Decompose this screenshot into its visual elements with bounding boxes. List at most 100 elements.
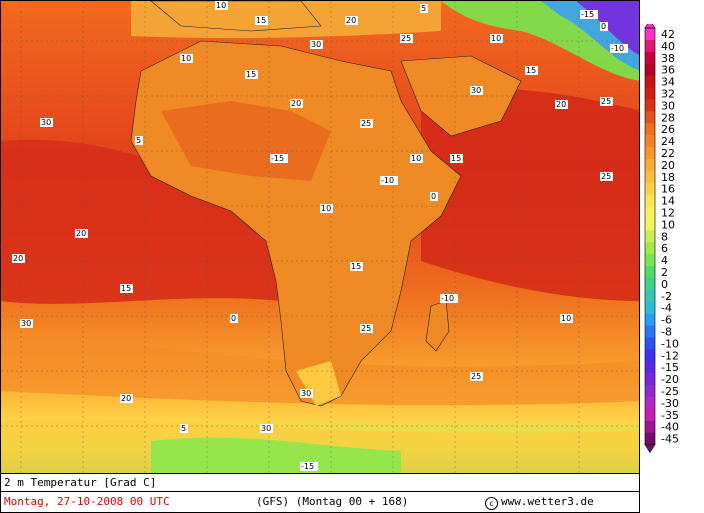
svg-text:30: 30 [311, 40, 321, 49]
isotherm-label: 20 [345, 16, 358, 25]
scale-tick-label: -40 [661, 421, 679, 434]
isotherm-label: 30 [470, 86, 483, 95]
isotherm-label: 30 [300, 389, 313, 398]
isotherm-label: 15 [450, 154, 463, 163]
scale-tick-label: -35 [661, 409, 679, 422]
isotherm-label: 25 [360, 324, 373, 333]
scale-swatch [645, 28, 655, 41]
isotherm-label: 20 [75, 229, 88, 238]
svg-text:10: 10 [561, 314, 571, 323]
isotherm-label: 15 [525, 66, 538, 75]
svg-text:20: 20 [76, 229, 86, 238]
isotherm-label: 10 [490, 34, 503, 43]
svg-text:25: 25 [361, 119, 371, 128]
isotherm-label: -10 [380, 176, 398, 185]
svg-text:10: 10 [411, 154, 421, 163]
isotherm-label: 0 [600, 22, 608, 31]
svg-text:20: 20 [291, 99, 301, 108]
temperature-map-canvas: 10 15 20 25 30 5 -15 -10 0 10 15 20 25 30 10 15 20 25 30 5 -… [1, 1, 639, 473]
scale-swatch [645, 218, 655, 231]
isotherm-label: -15 [580, 10, 598, 19]
scale-tick-label: 22 [661, 147, 675, 160]
svg-text:15: 15 [121, 284, 131, 293]
model-run: (GFS) (Montag 00 + 168) [256, 495, 409, 508]
color-scale-bar: 424038363432302826242220181614121086420-… [644, 24, 679, 454]
scale-swatch [645, 349, 655, 362]
scale-tick-label: -25 [661, 385, 679, 398]
scale-swatch [645, 361, 655, 374]
isotherm-label: 30 [40, 118, 53, 127]
isotherm-label: 0 [430, 192, 438, 201]
isotherm-label: 15 [245, 70, 258, 79]
isotherm-label: 30 [20, 319, 33, 328]
scale-swatch [645, 266, 655, 279]
isotherm-label: 25 [470, 372, 483, 381]
scale-tick-label: 34 [661, 76, 675, 89]
scale-tick-label: 32 [661, 88, 675, 101]
scale-tick-label: 2 [661, 266, 668, 279]
svg-text:15: 15 [526, 66, 536, 75]
isotherm-label: -10 [440, 294, 458, 303]
scale-swatch [645, 242, 655, 255]
isotherm-label: 25 [600, 97, 613, 106]
scale-swatch [645, 158, 655, 172]
scale-swatch [645, 289, 655, 303]
scale-tick-label: 26 [661, 123, 675, 136]
svg-text:20: 20 [121, 394, 131, 403]
svg-text:-15: -15 [301, 462, 314, 471]
scale-swatch [645, 63, 655, 77]
scale-swatch [645, 75, 655, 89]
isotherm-label: 15 [350, 262, 363, 271]
scale-tick-label: 38 [661, 52, 675, 65]
svg-text:25: 25 [471, 372, 481, 381]
scale-tick-label: -2 [661, 290, 672, 303]
svg-text:10: 10 [181, 54, 191, 63]
scale-tick-label: 24 [661, 135, 675, 148]
isotherm-label: 25 [400, 34, 413, 43]
isotherm-label: 30 [260, 424, 273, 433]
svg-text:0: 0 [601, 22, 606, 31]
scale-swatch [645, 182, 655, 196]
svg-text:20: 20 [13, 254, 23, 263]
scale-swatch [645, 123, 655, 136]
scale-swatch [645, 147, 655, 160]
scale-swatch [645, 51, 655, 65]
scale-tick-label: 40 [661, 40, 675, 53]
scale-swatch [645, 135, 655, 148]
svg-text:20: 20 [346, 16, 356, 25]
scale-swatch [645, 420, 655, 434]
scale-min-arrow [644, 444, 656, 454]
svg-text:25: 25 [361, 324, 371, 333]
scale-tick-label: 12 [661, 207, 675, 220]
svg-text:30: 30 [21, 319, 31, 328]
svg-text:0: 0 [431, 192, 436, 201]
scale-tick-label: 28 [661, 111, 675, 124]
scale-tick-label: 10 [661, 218, 675, 231]
svg-text:5: 5 [181, 424, 186, 433]
temperature-map: 10 15 20 25 30 5 -15 -10 0 10 15 20 25 30 10 15 20 25 30 5 -… [0, 0, 640, 474]
scale-swatch [645, 408, 655, 422]
scale-swatch [645, 170, 655, 184]
scale-tick-label: 6 [661, 242, 668, 255]
svg-text:0: 0 [231, 314, 236, 323]
isotherm-label: 20 [555, 100, 568, 109]
isotherm-label: 10 [320, 204, 333, 213]
svg-text:5: 5 [136, 136, 141, 145]
isotherm-label: 10 [180, 54, 193, 63]
svg-text:5: 5 [421, 4, 426, 13]
svg-text:30: 30 [471, 86, 481, 95]
svg-text:15: 15 [351, 262, 361, 271]
svg-text:30: 30 [261, 424, 271, 433]
scale-swatch [645, 111, 655, 124]
isotherm-label: 15 [255, 16, 268, 25]
svg-text:30: 30 [41, 118, 51, 127]
isotherm-label: 20 [290, 99, 303, 108]
isotherm-label: -15 [270, 154, 288, 163]
isotherm-label: -15 [300, 462, 318, 471]
scale-swatch [645, 373, 655, 386]
scale-tick-label: -10 [661, 337, 679, 350]
scale-swatch [645, 254, 655, 267]
scale-tick-label: -6 [661, 314, 672, 327]
scale-swatch [645, 39, 655, 53]
svg-text:15: 15 [451, 154, 461, 163]
